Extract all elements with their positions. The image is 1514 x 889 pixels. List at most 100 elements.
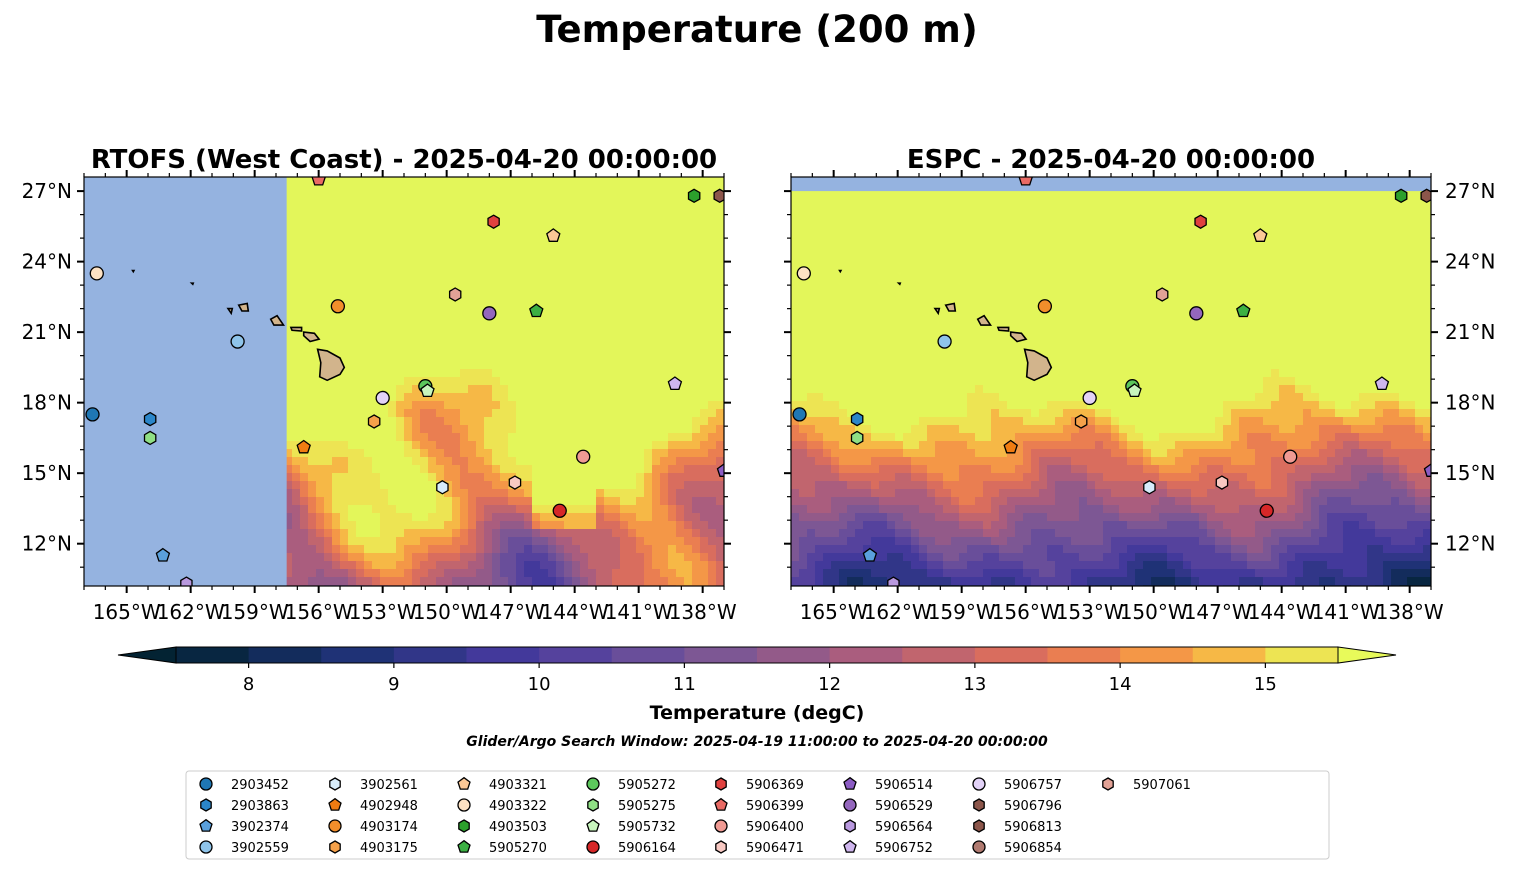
field-cell	[1167, 553, 1175, 561]
field-cell	[436, 529, 444, 537]
field-cell	[508, 465, 516, 473]
field-cell	[1375, 441, 1383, 449]
field-cell	[887, 473, 895, 481]
field-cell	[895, 505, 903, 513]
field-cell	[1039, 481, 1047, 489]
field-cell	[1055, 569, 1063, 577]
field-cell	[588, 561, 596, 569]
axis-ticks: 165°W162°W159°W156°W153°W150°W147°W144°W…	[22, 170, 737, 624]
field-cell	[1127, 561, 1135, 569]
field-cell	[1071, 505, 1079, 513]
field-cell	[815, 401, 823, 409]
field-cell	[508, 489, 516, 497]
field-cell	[1271, 577, 1279, 585]
field-cell	[284, 489, 292, 497]
x-tick-label: 141°W	[605, 600, 673, 624]
field-cell	[1343, 545, 1351, 553]
field-cell	[1039, 433, 1047, 441]
field-cell	[815, 481, 823, 489]
field-cell	[564, 577, 572, 585]
field-cell	[1071, 513, 1079, 521]
field-cell	[668, 553, 676, 561]
field-cell	[1295, 561, 1303, 569]
field-cell	[1263, 481, 1271, 489]
field-cell	[412, 409, 420, 417]
field-cell	[1199, 553, 1207, 561]
field-cell	[676, 481, 684, 489]
field-cell	[943, 489, 951, 497]
field-cell	[1023, 561, 1031, 569]
field-cell	[935, 513, 943, 521]
field-cell	[831, 409, 839, 417]
field-cell	[1135, 521, 1143, 529]
field-cell	[879, 561, 887, 569]
field-cell	[436, 553, 444, 561]
field-cell	[919, 569, 927, 577]
field-cell	[1383, 553, 1391, 561]
field-cell	[1279, 417, 1287, 425]
field-cell	[919, 449, 927, 457]
field-cell	[668, 577, 676, 585]
field-cell	[975, 465, 983, 473]
field-cell	[927, 465, 935, 473]
field-cell	[524, 497, 532, 505]
field-cell	[684, 513, 692, 521]
field-cell	[1039, 569, 1047, 577]
field-cell	[1375, 465, 1383, 473]
field-cell	[919, 497, 927, 505]
field-cell	[1175, 433, 1183, 441]
field-cell	[959, 489, 967, 497]
field-cell	[404, 385, 412, 393]
field-cell	[1303, 481, 1311, 489]
field-cell	[1103, 505, 1111, 513]
field-cell	[1239, 561, 1247, 569]
field-cell	[644, 489, 652, 497]
field-cell	[1015, 457, 1023, 465]
field-cell	[1039, 553, 1047, 561]
colorbar-bin	[1120, 647, 1194, 663]
field-cell	[652, 457, 660, 465]
field-cell	[1287, 417, 1295, 425]
field-cell	[1063, 449, 1071, 457]
field-cell	[1215, 521, 1223, 529]
field-cell	[1079, 449, 1087, 457]
field-cell	[1367, 489, 1375, 497]
field-cell	[1135, 561, 1143, 569]
field-cell	[1079, 537, 1087, 545]
field-cell	[991, 561, 999, 569]
field-cell	[951, 481, 959, 489]
field-cell	[684, 521, 692, 529]
field-cell	[676, 537, 684, 545]
field-cell	[911, 529, 919, 537]
field-cell	[404, 553, 412, 561]
field-cell	[516, 577, 524, 585]
field-cell	[436, 401, 444, 409]
field-cell	[684, 545, 692, 553]
field-cell	[1055, 513, 1063, 521]
field-cell	[863, 449, 871, 457]
field-cell	[1023, 497, 1031, 505]
field-cell	[1071, 529, 1079, 537]
field-cell	[983, 505, 991, 513]
field-cell	[1407, 425, 1415, 433]
field-cell	[903, 569, 911, 577]
field-cell	[1039, 497, 1047, 505]
field-cell	[308, 529, 316, 537]
field-cell	[975, 505, 983, 513]
field-cell	[436, 377, 444, 385]
field-cell	[668, 561, 676, 569]
field-cell	[428, 457, 436, 465]
colorbar-bin	[974, 647, 1049, 663]
field-cell	[404, 441, 412, 449]
field-cell	[927, 537, 935, 545]
field-cell	[284, 497, 292, 505]
field-cell	[308, 537, 316, 545]
field-cell	[1111, 433, 1119, 441]
field-cell	[1231, 417, 1239, 425]
field-cell	[1383, 497, 1391, 505]
field-cell	[300, 521, 308, 529]
field-cell	[1287, 481, 1295, 489]
field-cell	[1263, 577, 1271, 585]
field-cell	[1279, 481, 1287, 489]
field-cell	[791, 569, 799, 577]
